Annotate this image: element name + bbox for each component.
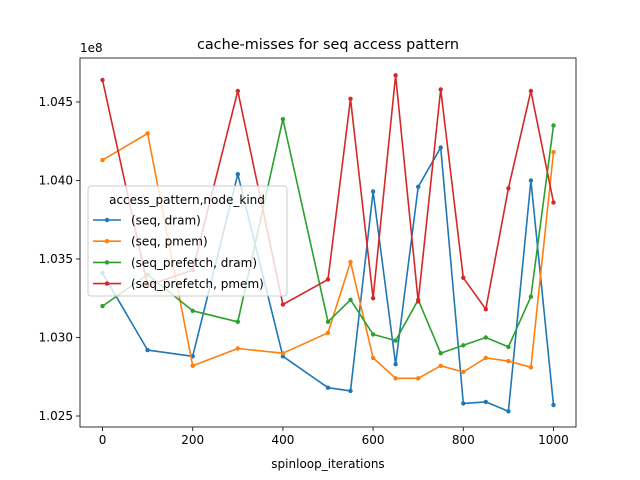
data-point [461,401,466,406]
data-point [235,319,240,324]
data-point [348,259,353,265]
data-point [370,332,376,337]
data-point [370,296,376,301]
data-point [461,275,466,280]
legend-marker [104,217,110,223]
data-point [416,184,421,189]
data-point [506,344,511,350]
legend: access_pattern,node_kind (seq, dram) (seq,… [87,185,288,297]
data-point [506,409,511,414]
data-point [438,87,443,92]
data-point [483,307,488,312]
data-point [370,189,376,194]
data-point [551,123,556,128]
data-point [235,172,240,177]
series-line-2 [102,118,555,355]
data-point [461,369,466,375]
data-point [190,363,195,368]
data-point [280,302,286,307]
data-point [145,347,150,353]
data-point [528,365,534,370]
x-axis-label: spinloop_iterations [271,457,384,471]
data-point [438,363,443,368]
plot-frame [79,57,577,428]
data-point [280,351,286,356]
y-axis-offset-label: 1e8 [80,41,103,55]
x-tick-label: 200 [181,433,204,447]
data-point [280,354,286,359]
data-point [483,355,488,361]
data-point [506,358,511,364]
legend-entry: (seq, dram) [131,214,201,228]
data-point [280,117,286,122]
data-point [528,294,534,299]
data-point [370,355,376,361]
data-point [483,399,488,405]
legend-entry: (seq_prefetch, dram) [131,256,257,270]
data-point [348,388,353,394]
data-point [393,362,398,367]
data-point [393,338,398,343]
y-axis-ticks: 1.025 1.030 1.035 1.040 1.045 [39,95,80,423]
x-tick-label: 400 [271,433,294,447]
data-point [348,297,353,302]
data-point [325,385,331,390]
data-point [551,200,556,205]
series-line-3 [101,74,555,311]
x-tick-label: 600 [362,433,385,447]
data-point [528,178,534,183]
series-line-1 [102,132,555,380]
y-tick-label: 1.045 [39,95,73,109]
x-tick-label: 1000 [538,433,569,447]
data-point [438,351,443,356]
y-tick-label: 1.040 [39,173,73,187]
y-tick-label: 1.025 [39,409,73,423]
data-point [348,96,353,102]
x-tick-label: 0 [99,433,107,447]
data-point [325,319,331,324]
legend-marker [104,260,110,265]
data-point [416,299,421,304]
legend-entry: (seq_prefetch, pmem) [131,277,264,291]
data-point [325,277,331,282]
x-axis-ticks: 0 200 400 600 800 1000 [99,427,569,447]
data-point [528,88,534,94]
legend-marker [104,281,110,286]
chart-title: cache-misses for seq access pattern [197,37,459,53]
data-point [190,308,195,313]
data-point [551,402,556,408]
data-point [393,376,398,381]
x-tick-label: 800 [452,433,475,447]
data-point [438,145,443,150]
legend-box [87,185,288,297]
data-point [235,346,240,351]
data-point [551,150,556,155]
data-point [416,376,421,381]
y-tick-label: 1.030 [39,330,73,344]
data-point [393,73,398,78]
data-point [100,157,105,163]
legend-entry: (seq, pmem) [131,235,208,249]
y-tick-label: 1.035 [39,252,73,266]
data-point [235,88,240,94]
data-point [325,330,331,335]
legend-title: access_pattern,node_kind [109,193,265,207]
data-point [100,303,105,309]
data-point [483,335,488,340]
legend-marker [104,239,110,244]
data-point [145,131,150,136]
data-point [506,186,511,191]
data-point [100,77,105,83]
data-point [461,343,466,348]
